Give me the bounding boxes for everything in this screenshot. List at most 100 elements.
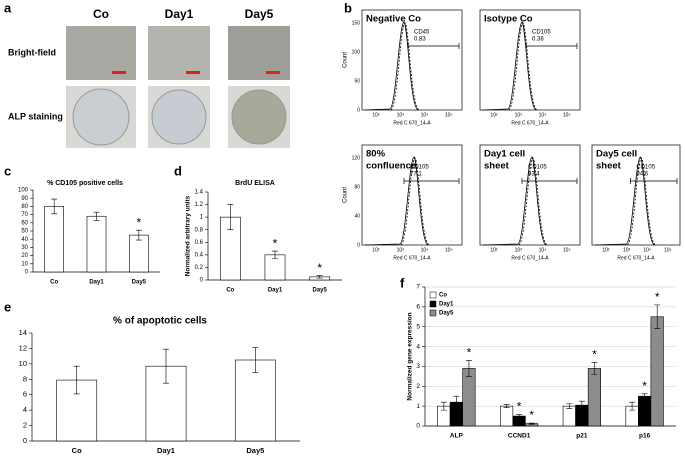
flow-title: sheet [596, 161, 622, 172]
y-tick-label: 90 [21, 196, 28, 202]
significance-mark: * [273, 236, 278, 250]
y-tick-label: 6 [416, 304, 420, 311]
x-tick-label: 10⁴ [539, 112, 547, 118]
well [151, 89, 207, 145]
y-tick-label: 0.4 [195, 252, 204, 258]
error-bar [516, 414, 523, 418]
y-tick-label: 0 [357, 107, 360, 113]
gate-label: CD105 [528, 165, 547, 171]
y-tick-label: 10 [19, 359, 27, 368]
x-tick-label: 10⁵ [563, 247, 571, 253]
column-label: Day1 [165, 7, 194, 21]
gate-label: CD45 [414, 30, 430, 36]
y-tick-label: 4 [416, 343, 420, 350]
x-tick-label: 10⁴ [643, 247, 651, 253]
well [72, 88, 130, 146]
x-axis-label: Red C 670_14-A [511, 255, 549, 261]
y-tick-label: 1.2 [195, 202, 204, 208]
x-tick-label: 10⁴ [539, 247, 547, 253]
image [228, 26, 290, 80]
y-tick-label: 0 [23, 436, 27, 445]
column-label: Day5 [245, 7, 274, 21]
error-bar [528, 422, 535, 425]
significance-mark: * [517, 400, 522, 414]
y-tick-label: 6 [23, 390, 27, 399]
x-tick-label: Day1 [268, 288, 283, 294]
y-tick-label: 10 [21, 261, 28, 267]
x-tick-label: 10² [602, 247, 610, 253]
x-tick-label: p16 [639, 433, 651, 440]
y-tick-label: 2 [23, 421, 27, 430]
x-axis-label: Red C 670_14-A [511, 120, 549, 126]
flow-title: Negative Co [366, 14, 421, 25]
flow-frame [361, 144, 463, 246]
y-tick-label: 1 [416, 403, 420, 410]
y-tick-label: 8 [23, 374, 27, 383]
gate-percent: 0.38 [532, 37, 544, 43]
y-tick-label: 20 [21, 253, 28, 259]
error-bar [135, 229, 142, 241]
x-tick-label: 10³ [397, 112, 405, 118]
y-tick-label: 0.2 [195, 265, 204, 271]
histogram-curve [364, 21, 419, 111]
x-tick-label: 10² [490, 112, 498, 118]
error-bar [93, 211, 100, 221]
x-tick-label: Co [50, 280, 58, 286]
x-tick-label: p21 [576, 433, 588, 440]
x-tick-label: 10² [490, 247, 498, 253]
flow-frame [479, 9, 581, 111]
error-bar [591, 362, 598, 375]
x-tick-label: 10³ [623, 247, 631, 253]
gate-label: CD105 [532, 30, 551, 36]
bar [234, 359, 276, 442]
y-tick-label: 0 [25, 270, 29, 276]
significance-mark: * [642, 379, 647, 393]
panel-letter: c [4, 163, 11, 178]
x-tick-label: Day1 [157, 446, 175, 455]
gate-percent: 77.1 [410, 172, 422, 178]
panel-letter: f [400, 275, 405, 290]
panel-letter: b [344, 0, 352, 15]
y-tick-label: 1.4 [195, 190, 204, 196]
scale-bar [186, 71, 200, 74]
legend-swatch [429, 309, 437, 317]
gate-label: CD105 [410, 165, 429, 171]
histogram-curve [508, 22, 538, 111]
error-bar [654, 304, 661, 329]
histogram-curve [482, 156, 547, 246]
histogram-curve [482, 21, 537, 111]
x-tick-label: 10⁵ [664, 247, 672, 253]
x-tick-label: Day5 [246, 446, 264, 455]
flow-title: Day1 cell [484, 149, 525, 160]
panel-a-images [66, 26, 290, 148]
gate-percent: 93.4 [528, 172, 540, 178]
scale-bar [112, 71, 126, 74]
y-tick-label: 0 [416, 423, 420, 430]
error-bar [51, 198, 58, 215]
x-tick-label: Day5 [132, 280, 147, 286]
x-tick-label: 10⁴ [421, 112, 429, 118]
legend-label: Day1 [439, 302, 454, 308]
error-bar [503, 404, 510, 409]
y-tick-label: 100 [352, 49, 361, 55]
x-tick-label: Co [72, 446, 82, 455]
y-tick-label: 40 [354, 213, 360, 219]
legend-swatch [429, 291, 437, 299]
histogram-curve [627, 157, 656, 246]
x-tick-label: 10⁵ [445, 112, 453, 118]
histogram-curve [400, 157, 430, 246]
y-tick-label: 0 [200, 278, 204, 284]
y-tick-label: 70 [21, 212, 28, 218]
gate-label: CD105 [636, 165, 655, 171]
significance-mark: * [467, 346, 472, 360]
chart-title: % CD105 positive cells [47, 180, 123, 187]
gate [630, 178, 678, 184]
y-tick-label: 150 [352, 20, 361, 26]
y-tick-label: 7 [416, 284, 420, 291]
x-tick-label: 10³ [397, 247, 405, 253]
error-bar [227, 204, 234, 231]
y-tick-label: 0 [357, 242, 360, 248]
y-tick-label: 50 [21, 229, 28, 235]
bar [129, 234, 149, 273]
y-tick-label: 50 [354, 78, 360, 84]
